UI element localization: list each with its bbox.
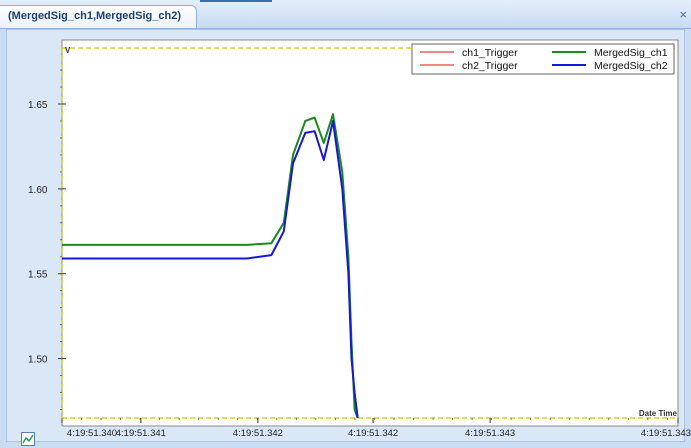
y-tick-label: 1.60 (28, 185, 48, 196)
series-line-mergedsig-ch1 (62, 113, 359, 419)
y-tick-label: 1.50 (28, 355, 48, 366)
chart-view-glyph (22, 434, 34, 444)
close-icon[interactable]: × (679, 7, 687, 22)
y-tick-label: 1.65 (28, 100, 48, 111)
x-tick-label: 4:19:51.343 (641, 428, 691, 439)
tab-title: (MergedSig_ch1,MergedSig_ch2) (8, 10, 181, 22)
legend-box (411, 43, 675, 75)
x-axis-label: Date Time (639, 409, 678, 418)
x-tick-label: 4:19:51.342 (348, 428, 398, 439)
plot-area (61, 39, 679, 427)
series-line-mergedsig-ch2 (62, 120, 359, 419)
legend-label: ch1_Trigger (462, 47, 518, 59)
x-tick-label: 4:19:51.343 (465, 428, 515, 439)
x-tick-label: 4:19:51.340 (67, 428, 117, 439)
x-tick-label: 4:19:51.341 (116, 428, 166, 439)
y-tick-label: 1.55 (28, 270, 48, 281)
tab-strip-accent (200, 0, 272, 2)
tab-strip: (MergedSig_ch1,MergedSig_ch2) × (0, 0, 691, 29)
legend-label: MergedSig_ch1 (594, 47, 668, 59)
y-axis-label: V (65, 46, 71, 55)
chart-view-icon[interactable] (21, 432, 35, 446)
legend-label: ch2_Trigger (462, 60, 518, 72)
tab-merged-signals[interactable]: (MergedSig_ch1,MergedSig_ch2) (0, 5, 197, 28)
legend-label: MergedSig_ch2 (594, 60, 668, 72)
x-tick-label: 4:19:51.342 (233, 428, 283, 439)
